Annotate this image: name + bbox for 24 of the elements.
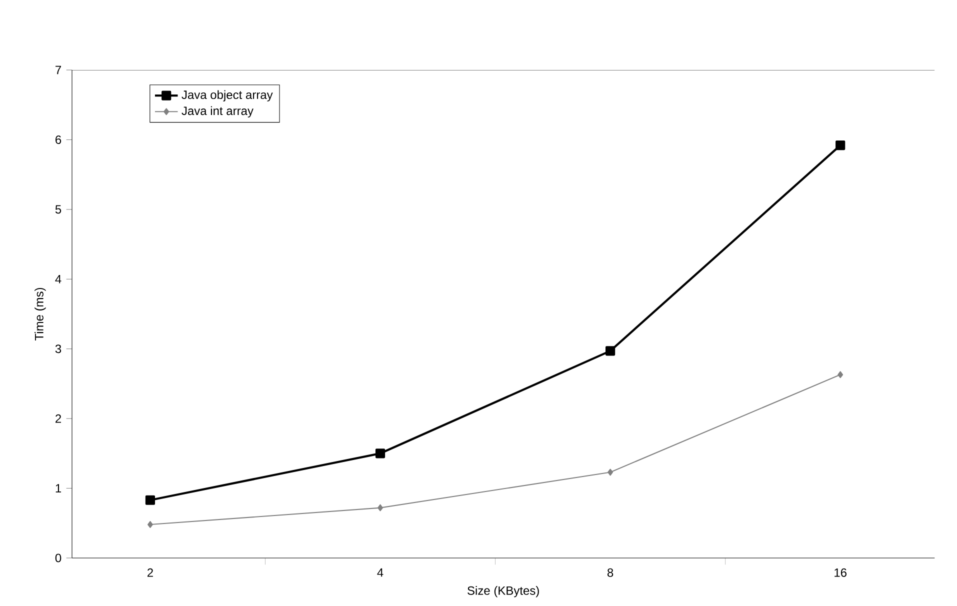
point — [608, 468, 614, 476]
y-axis-title: Time (ms) — [34, 288, 46, 340]
x-tick-label: 2 — [147, 568, 153, 577]
point — [375, 448, 386, 458]
point — [836, 140, 846, 150]
legend-label: Java object array — [182, 90, 273, 102]
y-tick-label: 2 — [56, 414, 61, 423]
y-tick-label: 5 — [55, 205, 62, 214]
x-axis-title: Size (KBytes) — [468, 586, 539, 598]
y-tick-label: 7 — [56, 66, 61, 74]
point — [606, 346, 616, 356]
point — [145, 495, 156, 505]
x-tick-label: 8 — [607, 568, 614, 577]
point — [378, 504, 383, 512]
legend-label: Java int array — [182, 106, 254, 118]
y-tick-label: 6 — [56, 135, 62, 144]
y-tick-label: 4 — [55, 275, 62, 284]
x-tick-label: 16 — [834, 568, 846, 577]
point — [147, 521, 153, 528]
y-tick-label: 0 — [55, 554, 62, 562]
x-tick-label: 4 — [377, 568, 384, 577]
point — [838, 371, 844, 378]
y-tick-label: 1 — [56, 484, 62, 492]
y-tick-label: 3 — [55, 344, 62, 354]
